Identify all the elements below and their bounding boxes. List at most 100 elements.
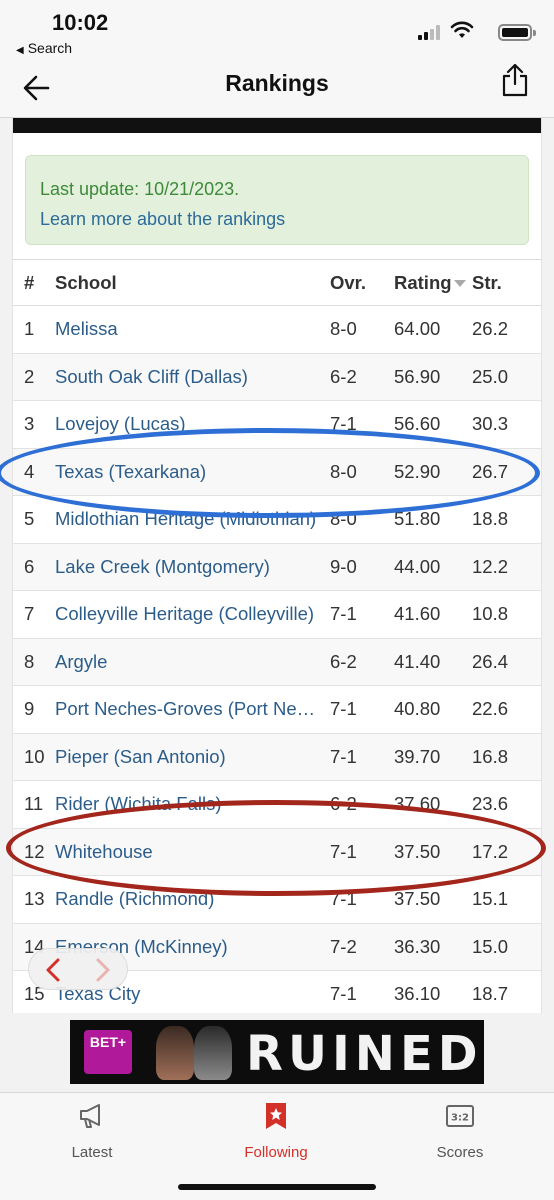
rank-cell: 2: [13, 353, 55, 401]
megaphone-icon: [80, 1104, 100, 1128]
school-link[interactable]: Lake Creek (Montgomery): [55, 543, 330, 591]
strength-cell: 15.1: [472, 875, 541, 924]
ad-portrait-1: [156, 1026, 194, 1080]
tab-scores[interactable]: 3:2 Scores: [400, 1101, 520, 1161]
page-title: Rankings: [225, 70, 329, 96]
header-strip: [13, 118, 541, 133]
rating-cell: 36.30: [394, 923, 472, 971]
rank-cell: 5: [13, 495, 55, 544]
svg-text:3:2: 3:2: [451, 1113, 469, 1124]
header-overall[interactable]: Ovr.: [330, 259, 394, 306]
table-row: 7 Colleyville Heritage (Colleyville) 7-1 41…: [13, 590, 541, 639]
table-row: 8 Argyle 6-2 41.40 26.4: [13, 638, 541, 686]
rating-cell: 36.10: [394, 970, 472, 1013]
red-highlight-oval: [6, 800, 546, 896]
school-link[interactable]: South Oak Cliff (Dallas): [55, 353, 330, 401]
learn-more-link[interactable]: Learn more about the rankings: [40, 209, 286, 229]
rank-cell: 9: [13, 685, 55, 734]
back-triangle-icon: ◀: [16, 45, 24, 56]
school-link[interactable]: Colleyville Heritage (Colleyville): [55, 590, 330, 639]
ad-portrait-2: [194, 1026, 232, 1080]
wifi-icon: [450, 21, 474, 38]
strength-cell: 16.8: [472, 733, 541, 781]
back-arrow-icon[interactable]: [18, 68, 58, 108]
strength-cell: 26.4: [472, 638, 541, 686]
rating-cell: 40.80: [394, 685, 472, 734]
navigation-bar: Rankings: [0, 62, 554, 118]
last-update-text: Last update: 10/21/2023.: [40, 179, 240, 199]
record-cell: 6-2: [330, 638, 394, 686]
sort-descending-icon: [453, 280, 466, 288]
back-app-label: Search: [27, 40, 73, 56]
tab-following-label: Following: [244, 1144, 308, 1161]
strength-cell: 30.3: [472, 400, 541, 449]
home-indicator: [178, 1184, 376, 1190]
chevron-left-icon[interactable]: [39, 955, 69, 985]
strength-cell: 18.8: [472, 495, 541, 544]
table-row: 10 Pieper (San Antonio) 7-1 39.70 16.8: [13, 733, 541, 781]
table-header-row: # School Ovr. Rating Str.: [13, 259, 541, 306]
header-rank[interactable]: #: [13, 259, 55, 306]
tab-latest[interactable]: Latest: [32, 1101, 152, 1161]
back-to-app-link[interactable]: ◀ Search: [16, 40, 72, 56]
update-notice: Last update: 10/21/2023. Learn more abou…: [25, 155, 529, 245]
blue-highlight-oval: [0, 428, 540, 518]
table-row: 2 South Oak Cliff (Dallas) 6-2 56.90 25.0: [13, 353, 541, 401]
rating-cell: 64.00: [394, 305, 472, 354]
rankings-table: # School Ovr. Rating Str. 1 Melissa 8-0 64.…: [13, 259, 541, 1013]
record-cell: 7-1: [330, 970, 394, 1013]
school-link[interactable]: Pieper (San Antonio): [55, 733, 330, 781]
record-cell: 7-1: [330, 685, 394, 734]
record-cell: 8-0: [330, 305, 394, 354]
rank-cell: 1: [13, 305, 55, 354]
table-row: 6 Lake Creek (Montgomery) 9-0 44.00 12.2: [13, 543, 541, 591]
ad-banner[interactable]: BET+ RUINED: [70, 1020, 484, 1084]
status-time: 10:02: [52, 10, 109, 35]
record-cell: 7-1: [330, 590, 394, 639]
header-rating[interactable]: Rating: [394, 259, 472, 306]
header-rating-label: Rating: [394, 271, 452, 293]
tab-scores-label: Scores: [436, 1144, 484, 1161]
strength-cell: 26.2: [472, 305, 541, 354]
record-cell: 6-2: [330, 353, 394, 401]
rating-cell: 39.70: [394, 733, 472, 781]
header-strength[interactable]: Str.: [472, 259, 541, 306]
star-bookmark-icon: [266, 1103, 286, 1129]
tab-following[interactable]: Following: [216, 1101, 336, 1161]
status-bar: 10:02 ◀ Search: [0, 0, 554, 62]
strength-cell: 10.8: [472, 590, 541, 639]
page-navigator: [28, 948, 128, 990]
strength-cell: 25.0: [472, 353, 541, 401]
chevron-right-icon[interactable]: [87, 955, 117, 985]
strength-cell: 22.6: [472, 685, 541, 734]
share-icon[interactable]: [500, 62, 530, 98]
strength-cell: 15.0: [472, 923, 541, 971]
battery-icon: [498, 24, 536, 41]
strength-cell: 12.2: [472, 543, 541, 591]
rank-cell: 3: [13, 400, 55, 449]
record-cell: 9-0: [330, 543, 394, 591]
rank-cell: 13: [13, 875, 55, 924]
rating-cell: 44.00: [394, 543, 472, 591]
ad-title: RUINED: [246, 1026, 483, 1082]
header-school[interactable]: School: [55, 259, 330, 306]
cellular-signal-icon: [418, 24, 444, 40]
rating-cell: 41.40: [394, 638, 472, 686]
rating-cell: 56.90: [394, 353, 472, 401]
table-row: 1 Melissa 8-0 64.00 26.2: [13, 305, 541, 354]
school-link[interactable]: Argyle: [55, 638, 330, 686]
rank-cell: 7: [13, 590, 55, 639]
table-row: 9 Port Neches-Groves (Port Neches) 7-1 40.8…: [13, 685, 541, 734]
record-cell: 7-1: [330, 733, 394, 781]
rank-cell: 10: [13, 733, 55, 781]
school-link[interactable]: Melissa: [55, 305, 330, 354]
bottom-tab-bar: Latest Following 3:2 Scores: [0, 1092, 554, 1200]
rank-cell: 8: [13, 638, 55, 686]
rating-cell: 41.60: [394, 590, 472, 639]
school-link[interactable]: Emerson (McKinney): [55, 923, 330, 971]
school-link[interactable]: Port Neches-Groves (Port Neches): [55, 685, 330, 734]
tab-latest-label: Latest: [71, 1144, 113, 1161]
record-cell: 7-2: [330, 923, 394, 971]
scoreboard-icon: 3:2: [446, 1105, 474, 1127]
bet-plus-logo: BET+: [84, 1030, 132, 1074]
